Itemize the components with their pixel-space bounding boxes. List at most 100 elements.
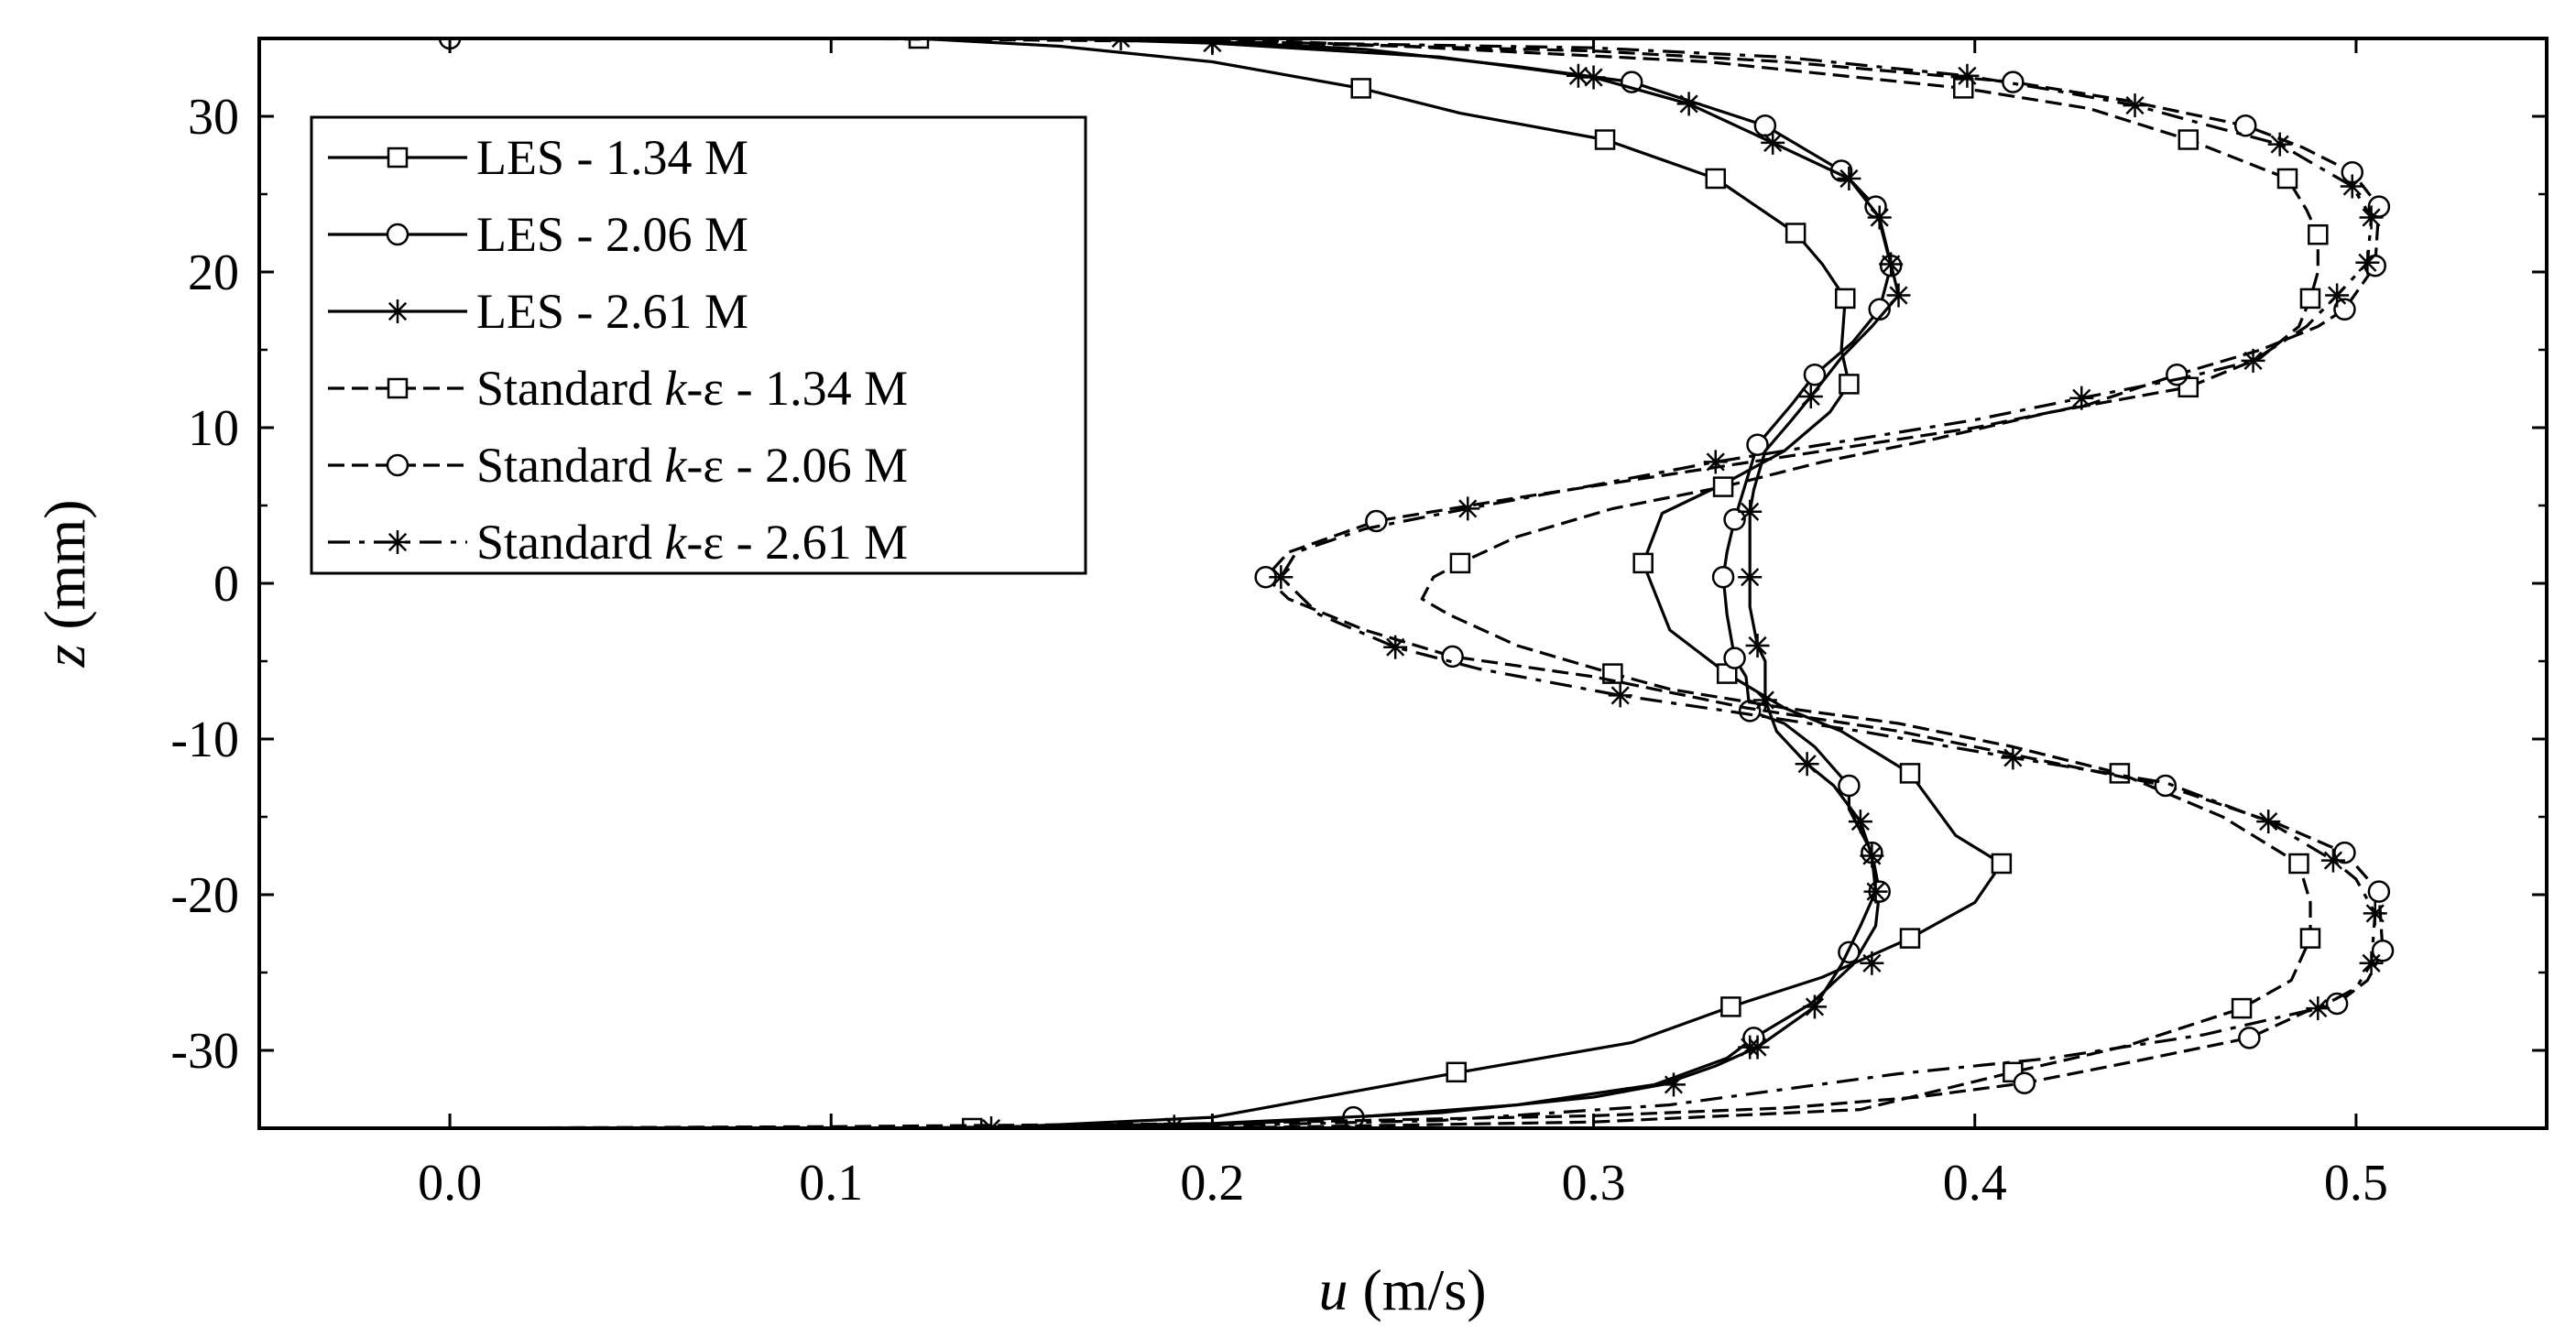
- data-point: [2256, 810, 2281, 834]
- data-point: [2333, 841, 2356, 864]
- data-point: [2306, 996, 2330, 1021]
- data-point: [1711, 565, 1735, 589]
- data-point: [1899, 763, 1921, 784]
- data-point: [2367, 880, 2391, 903]
- legend-entry: LES - 2.61 M: [328, 284, 748, 339]
- data-point: [1837, 167, 1861, 190]
- data-point: [1738, 499, 1763, 524]
- y-tick-label: 0: [213, 556, 239, 613]
- legend-entry: LES - 1.34 M: [328, 130, 748, 185]
- data-point: [1991, 853, 2013, 875]
- data-point: [1676, 92, 1701, 116]
- series-1: [908, 38, 2013, 1128]
- data-point: [1835, 288, 1856, 310]
- legend-label: Standard k-ε - 1.34 M: [476, 361, 908, 416]
- data-point: [2308, 223, 2329, 245]
- data-point: [1594, 129, 1616, 150]
- data-point: [961, 1117, 983, 1128]
- data-point: [1446, 1061, 1468, 1083]
- data-point: [2238, 1027, 2261, 1049]
- data-point: [2241, 348, 2265, 373]
- data-point: [1703, 450, 1728, 474]
- legend-entry: Standard k-ε - 2.61 M: [328, 515, 908, 570]
- data-point: [2231, 997, 2253, 1019]
- legend-marker: [386, 453, 409, 477]
- legend-marker: [387, 147, 409, 168]
- data-point: [908, 38, 930, 49]
- data-point: [1886, 283, 1911, 308]
- data-point: [1705, 168, 1727, 190]
- data-point: [1745, 634, 1770, 658]
- data-point: [1566, 63, 1590, 88]
- legend-box: [310, 115, 1087, 575]
- data-point: [2325, 992, 2349, 1016]
- data-point: [1838, 774, 1861, 798]
- data-point: [1863, 879, 1888, 904]
- data-point: [2178, 129, 2199, 150]
- y-tick-label: 30: [188, 89, 239, 146]
- data-point: [2267, 132, 2292, 157]
- data-point: [1795, 752, 1819, 777]
- series-line: [1212, 38, 2319, 1128]
- data-point: [1955, 63, 1980, 88]
- data-point: [1839, 374, 1860, 395]
- legend-label: Standard k-ε - 2.06 M: [476, 438, 908, 493]
- x-tick-label: 0.2: [1180, 1155, 1244, 1212]
- data-point: [1632, 552, 1654, 574]
- data-point: [1723, 508, 1746, 531]
- data-point: [2069, 386, 2094, 410]
- data-point: [2299, 928, 2321, 949]
- data-point: [1581, 65, 1606, 90]
- data-point: [1441, 645, 1464, 668]
- data-point: [1350, 78, 1371, 99]
- series-line: [831, 38, 2377, 1128]
- legend-marker: [386, 223, 409, 246]
- data-point: [2333, 298, 2356, 321]
- x-axis-title: u (m/s): [1318, 1257, 1486, 1322]
- data-point: [1661, 1072, 1686, 1097]
- data-point: [2340, 174, 2364, 199]
- data-point: [2001, 745, 2025, 770]
- data-point: [1108, 38, 1133, 50]
- y-tick-label: -30: [170, 1023, 239, 1080]
- data-point: [1879, 252, 1904, 277]
- data-point: [2288, 853, 2309, 875]
- data-point: [1449, 552, 1471, 574]
- data-point: [2320, 848, 2345, 873]
- ticks-layer: 0.0 0.1 0.2 0.3 0.4 0.5 -30 -20 -10 0 10 20 30: [170, 38, 2547, 1212]
- x-tick-label: 0.3: [1562, 1155, 1626, 1212]
- y-tick-label: 10: [188, 400, 239, 457]
- data-point: [1723, 647, 1746, 669]
- x-tick-label: 0.4: [1943, 1155, 2007, 1212]
- data-point: [1746, 433, 1769, 456]
- data-point: [979, 1116, 1004, 1128]
- legend-label: LES - 1.34 M: [476, 130, 748, 185]
- data-point: [1953, 78, 1974, 99]
- data-point: [2359, 205, 2384, 230]
- series-line: [907, 38, 1901, 1128]
- y-tick-label: 20: [188, 245, 239, 301]
- data-point: [2002, 71, 2025, 93]
- data-point: [1712, 476, 1734, 497]
- data-point: [1848, 810, 1872, 834]
- data-point: [2013, 1071, 2036, 1094]
- series-4: [1212, 38, 2329, 1128]
- data-point: [1785, 223, 1806, 244]
- data-point: [1867, 205, 1892, 230]
- data-point: [1761, 130, 1785, 155]
- data-point: [1860, 951, 1884, 975]
- legend: LES - 1.34 M LES - 2.06 M LES - 2.61 M Stan…: [310, 115, 1087, 575]
- data-point: [2299, 288, 2321, 310]
- legend-label: LES - 2.61 M: [476, 284, 748, 339]
- x-tick-label: 0.1: [799, 1155, 863, 1212]
- data-point: [2154, 774, 2178, 798]
- data-point: [1899, 928, 1921, 949]
- data-point: [1738, 565, 1763, 590]
- data-point: [1608, 683, 1632, 708]
- data-point: [1798, 385, 1823, 408]
- x-tick-label: 0.0: [418, 1155, 482, 1212]
- x-tick-label: 0.5: [2324, 1155, 2388, 1212]
- data-point: [2233, 114, 2257, 137]
- legend-marker: [386, 299, 409, 323]
